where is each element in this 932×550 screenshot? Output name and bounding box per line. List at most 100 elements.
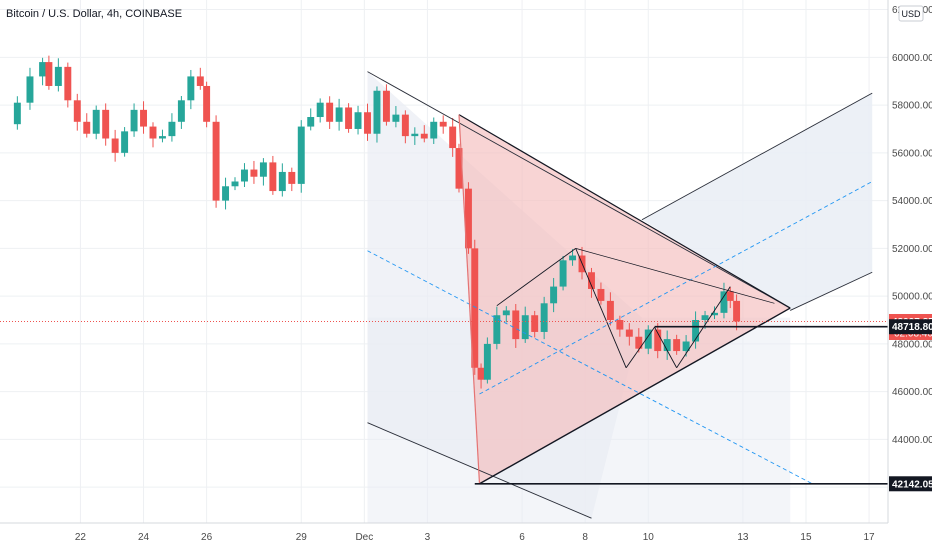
- candle-body: [269, 162, 277, 192]
- candle-body: [83, 121, 91, 134]
- price-tick-label: 58000.00: [892, 101, 932, 112]
- candle-body: [493, 315, 501, 344]
- price-tag-box: [889, 319, 932, 335]
- candle-body: [316, 102, 324, 118]
- candle-body: [559, 260, 567, 287]
- candle-body: [39, 62, 47, 77]
- candle-body: [692, 320, 700, 342]
- candle-body: [307, 117, 315, 127]
- price-tick-label: 54000.00: [892, 196, 932, 207]
- candle-body: [231, 181, 239, 187]
- time-tick-label: 26: [201, 532, 213, 543]
- candle-body: [597, 288, 605, 301]
- time-tick-label: 10: [643, 532, 655, 543]
- price-tick-label: 52000.00: [892, 244, 932, 255]
- candle-body: [288, 171, 296, 184]
- candle-body: [326, 102, 334, 122]
- candle-body: [449, 126, 457, 149]
- candle-body: [616, 320, 624, 330]
- candle-body: [720, 291, 728, 313]
- candle-body: [345, 107, 353, 129]
- currency-button-box[interactable]: [898, 5, 924, 22]
- ascending-channel-bottom: [790, 271, 873, 311]
- symmetrical-triangle-fill: [458, 114, 791, 484]
- price-tag-label: 48718.80: [892, 322, 932, 333]
- ascending-channel-mid: [479, 181, 873, 395]
- candle-body: [540, 303, 548, 332]
- price-tag-label: 42142.05: [892, 479, 932, 490]
- candle-body: [531, 315, 539, 332]
- candle-body: [241, 169, 248, 182]
- candle-body: [45, 62, 53, 86]
- candle-body: [550, 286, 558, 304]
- price-tick-label: 56000.00: [892, 148, 932, 159]
- candle-body: [430, 121, 438, 139]
- price-axis-bg: [888, 0, 932, 550]
- candle-body: [73, 100, 81, 122]
- candle-body: [521, 315, 529, 340]
- candle-body: [625, 329, 633, 337]
- ascending-channel-fill: [641, 93, 873, 311]
- candles-layer: [13, 55, 741, 389]
- candle-body: [64, 66, 72, 101]
- candle-body: [222, 186, 230, 201]
- candle-body: [382, 90, 390, 122]
- candle-body: [130, 109, 138, 132]
- candle-body: [168, 121, 176, 137]
- candle-body: [278, 171, 286, 192]
- time-tick-label: 29: [296, 532, 308, 543]
- time-tick-label: Dec: [355, 532, 373, 543]
- time-tick-label: 17: [864, 532, 876, 543]
- candle-body: [92, 109, 100, 134]
- candle-body: [588, 272, 595, 289]
- descending-channel-bottom: [367, 422, 592, 519]
- candle-body: [401, 114, 409, 137]
- currency-button[interactable]: USD: [898, 5, 924, 22]
- triangle-left: [458, 114, 481, 484]
- pattern-leg-3: [625, 326, 655, 369]
- candle-body: [512, 310, 520, 340]
- candle-body: [569, 255, 577, 261]
- time-tick-label: 6: [519, 532, 525, 543]
- pattern-top-line: [575, 248, 775, 304]
- triangle-lower: [479, 307, 791, 485]
- candle-body: [663, 339, 671, 352]
- pattern-leg-4: [654, 326, 678, 368]
- candle-body: [483, 343, 491, 380]
- candle-body: [149, 126, 157, 139]
- candle-body: [250, 169, 258, 177]
- candle-body: [726, 291, 734, 301]
- triangle-upper: [458, 114, 791, 309]
- pattern-leg-1: [496, 248, 576, 307]
- time-axis-bg: [0, 523, 888, 550]
- price-axis: 62000.0060000.0058000.0056000.0054000.00…: [887, 0, 932, 550]
- candle-body: [259, 162, 267, 177]
- candle-body: [297, 126, 305, 184]
- candle-body: [212, 121, 220, 201]
- candle-body: [439, 121, 447, 127]
- candle-body: [711, 312, 718, 316]
- price-tick-label: 46000.00: [892, 387, 932, 398]
- candle-body: [203, 85, 211, 122]
- currency-label[interactable]: USD: [901, 9, 921, 19]
- candle-body: [177, 100, 185, 122]
- pattern-leg-2: [575, 248, 627, 368]
- price-tick-label: 50000.00: [892, 292, 932, 303]
- candle-body: [411, 133, 419, 137]
- candle-body: [121, 131, 129, 153]
- ascending-channel-top: [641, 92, 873, 221]
- time-tick-label: 3: [425, 532, 431, 543]
- candle-body: [102, 109, 110, 139]
- candle-body: [701, 315, 709, 321]
- time-tick-label: 24: [138, 532, 150, 543]
- time-tick-label: 8: [582, 532, 588, 543]
- candle-body: [420, 133, 428, 139]
- candle-body: [335, 107, 343, 122]
- candle-body: [364, 112, 371, 134]
- price-tick-label: 60000.00: [892, 53, 932, 64]
- time-axis: 22 24 26 29 Dec 3 6 8 10 13 15 17: [0, 522, 888, 550]
- candle-body: [196, 76, 204, 86]
- candle-body: [502, 310, 510, 316]
- candle-body: [26, 76, 34, 103]
